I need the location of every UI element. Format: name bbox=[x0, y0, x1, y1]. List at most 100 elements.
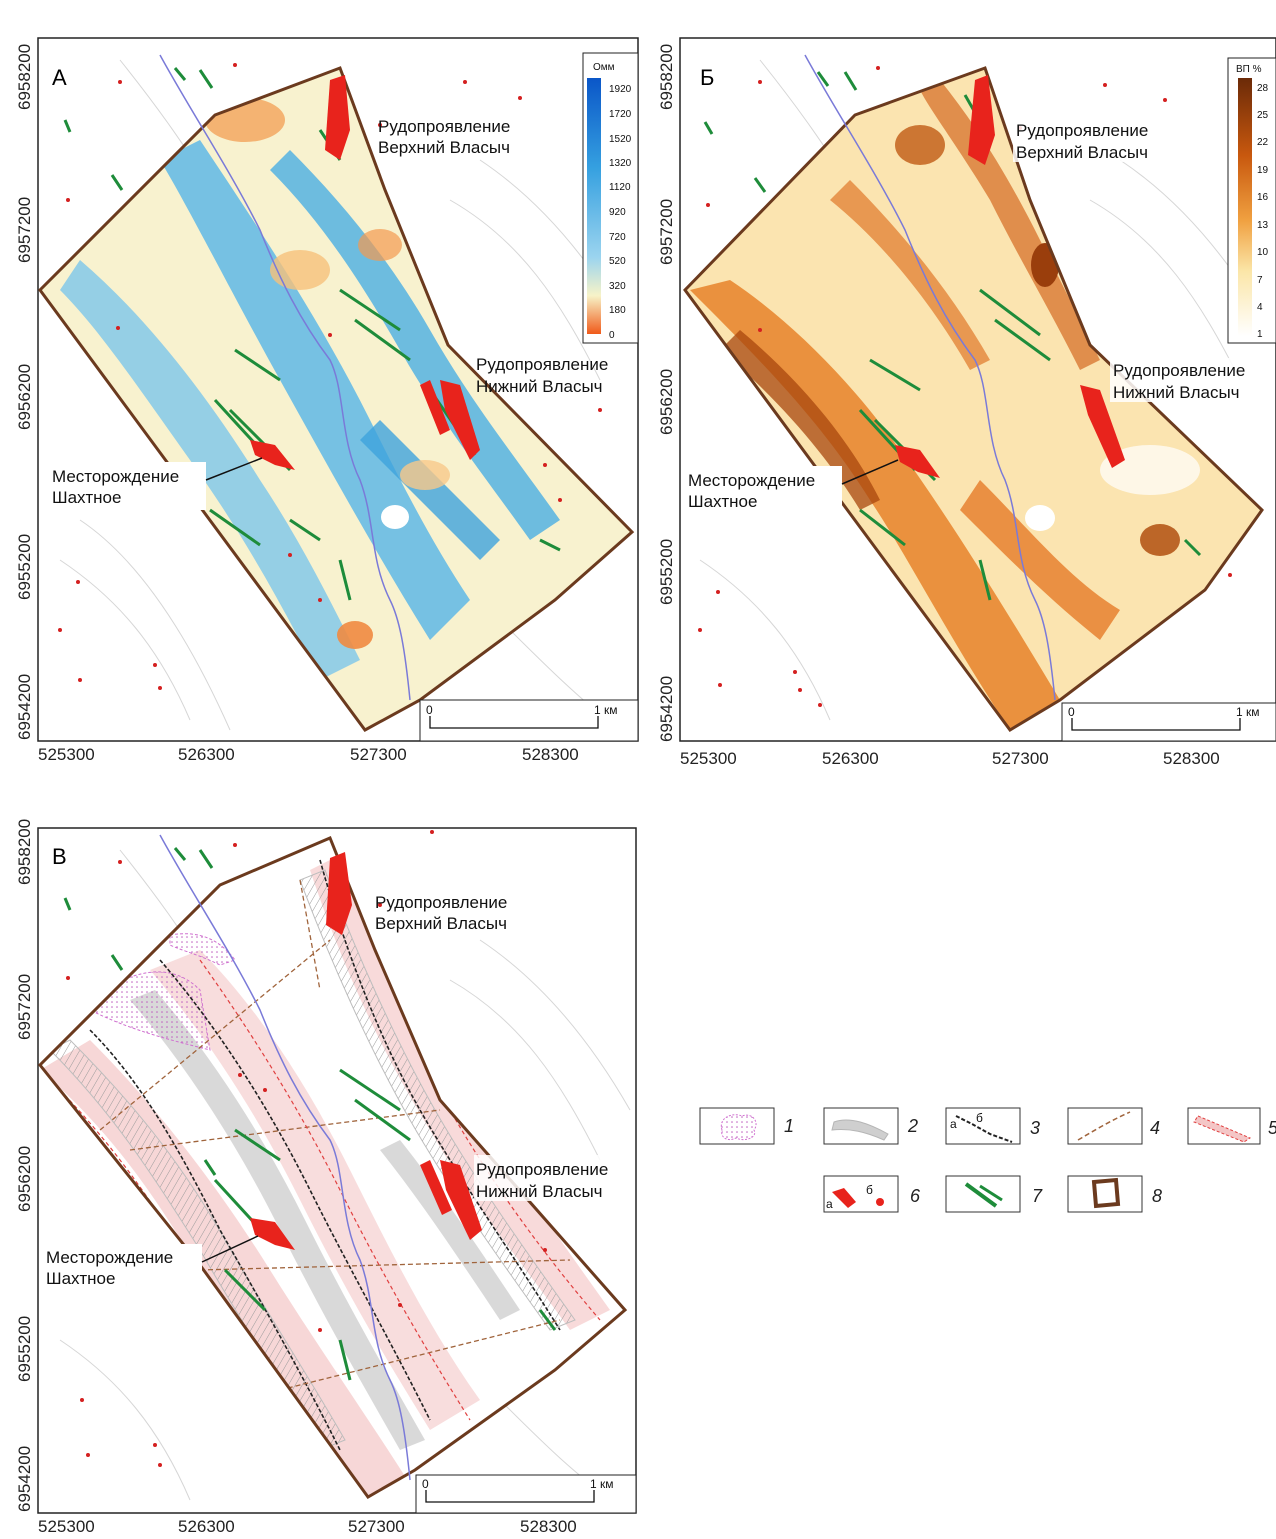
y-tick: 6957200 bbox=[15, 974, 34, 1040]
panel-c-ore-bodies bbox=[250, 852, 482, 1250]
cbar-a-tick: 920 bbox=[609, 207, 626, 218]
label-lower-vlasych-2: Нижний Власыч bbox=[476, 377, 603, 396]
x-tick: 527300 bbox=[992, 749, 1049, 768]
legend-item-6: а б 6 bbox=[823, 1175, 921, 1213]
x-tick: 528300 bbox=[522, 745, 579, 764]
y-tick: 6958200 bbox=[657, 44, 676, 110]
scale-end: 1 км bbox=[1236, 705, 1260, 719]
cbar-a-tick: 1720 bbox=[609, 109, 632, 120]
hatch-zone-icon bbox=[831, 1119, 889, 1141]
panel-a-river bbox=[159, 54, 411, 701]
legend-sub-a: а bbox=[950, 1117, 957, 1131]
legend-number: 6 bbox=[910, 1186, 921, 1206]
label-deposit-2: Шахтное bbox=[688, 492, 757, 511]
cbar-a-tick: 1920 bbox=[609, 84, 632, 95]
cbar-a-tick: 1520 bbox=[609, 134, 632, 145]
panel-c-river bbox=[159, 834, 411, 1481]
cbar-b-tick: 19 bbox=[1257, 165, 1269, 176]
legend: 1 2 а б 3 4 5 bbox=[699, 1107, 1276, 1213]
panel-a-scale-bar: 0 1 км bbox=[419, 699, 639, 742]
scale-zero: 0 bbox=[1068, 705, 1075, 719]
panel-a-colorbar-title: Омм bbox=[593, 62, 615, 73]
legend-item-5: 5 bbox=[1187, 1107, 1276, 1145]
label-upper-vlasych-2: Верхний Власыч bbox=[1016, 143, 1148, 162]
x-tick: 526300 bbox=[822, 749, 879, 768]
legend-sub-a: а bbox=[826, 1197, 833, 1211]
leader-line bbox=[201, 1235, 259, 1263]
y-tick: 6954200 bbox=[15, 1446, 34, 1512]
label-lower-vlasych-2: Нижний Власыч bbox=[1113, 383, 1240, 402]
cbar-b-tick: 4 bbox=[1257, 302, 1263, 313]
label-bg bbox=[1110, 358, 1274, 402]
vein-icon bbox=[979, 1184, 1003, 1202]
legend-item-7: 7 bbox=[945, 1175, 1043, 1213]
label-lower-vlasych-2: Нижний Власыч bbox=[476, 1182, 603, 1201]
label-upper-vlasych-1: Рудопроявление bbox=[378, 117, 510, 136]
scale-zero: 0 bbox=[426, 703, 433, 717]
panel-b-river bbox=[804, 54, 1056, 701]
zone-icon bbox=[720, 1114, 757, 1141]
legend-number: 7 bbox=[1032, 1186, 1043, 1206]
leader-line bbox=[205, 457, 263, 481]
fault-line-icon bbox=[1077, 1111, 1131, 1141]
cbar-b-tick: 1 bbox=[1257, 329, 1263, 340]
x-tick: 526300 bbox=[178, 745, 235, 764]
label-deposit-1: Месторождение bbox=[52, 467, 179, 486]
legend-number: 2 bbox=[907, 1116, 918, 1136]
y-tick: 6958200 bbox=[15, 44, 34, 110]
x-tick: 528300 bbox=[520, 1517, 577, 1536]
panel-c-sample-points bbox=[66, 830, 547, 1467]
y-tick: 6958200 bbox=[15, 819, 34, 885]
label-lower-vlasych-1: Рудопроявление bbox=[1113, 361, 1245, 380]
y-tick: 6955200 bbox=[15, 534, 34, 600]
y-tick: 6954200 bbox=[657, 676, 676, 742]
cbar-a-tick: 720 bbox=[609, 232, 626, 243]
panel-b: ВП % 28 25 22 19 16 13 10 7 4 1 0 1 км Б… bbox=[657, 37, 1276, 768]
panel-a-ore-bodies bbox=[250, 75, 480, 470]
label-deposit-2: Шахтное bbox=[52, 488, 121, 507]
label-lower-vlasych-1: Рудопроявление bbox=[476, 355, 608, 374]
label-deposit-1: Месторождение bbox=[688, 471, 815, 490]
legend-number: 5 bbox=[1268, 1118, 1276, 1138]
label-upper-vlasych-2: Верхний Власыч bbox=[375, 914, 507, 933]
cbar-b-tick: 10 bbox=[1257, 247, 1269, 258]
panel-b-ore-bodies bbox=[895, 75, 1125, 478]
panel-c-scale-bar: 0 1 км bbox=[415, 1474, 637, 1514]
panel-c-survey-boundary bbox=[37, 836, 628, 1499]
x-tick: 525300 bbox=[680, 749, 737, 768]
label-deposit-2: Шахтное bbox=[46, 1269, 115, 1288]
leader-line bbox=[841, 459, 899, 485]
legend-number: 1 bbox=[784, 1116, 794, 1136]
panel-b-scale-bar: 0 1 км bbox=[1061, 702, 1276, 742]
legend-number: 4 bbox=[1150, 1118, 1160, 1138]
cbar-a-tick: 1320 bbox=[609, 158, 632, 169]
label-upper-vlasych-2: Верхний Власыч bbox=[378, 138, 510, 157]
y-tick: 6956200 bbox=[15, 1146, 34, 1212]
legend-sub-b: б bbox=[976, 1111, 983, 1125]
cbar-b-tick: 16 bbox=[1257, 192, 1269, 203]
scale-zero: 0 bbox=[422, 1477, 429, 1491]
cbar-a-tick: 320 bbox=[609, 281, 626, 292]
x-tick: 525300 bbox=[38, 745, 95, 764]
legend-sub-b: б bbox=[866, 1183, 873, 1197]
y-tick: 6955200 bbox=[15, 1316, 34, 1382]
panel-c-veins bbox=[63, 847, 557, 1381]
label-bg bbox=[1013, 118, 1175, 162]
x-tick: 525300 bbox=[38, 1517, 95, 1536]
y-tick: 6957200 bbox=[657, 199, 676, 265]
label-bg bbox=[42, 1244, 202, 1292]
label-deposit-1: Месторождение bbox=[46, 1248, 173, 1267]
panel-a: Омм 1920 1720 1520 1320 1120 920 720 520… bbox=[15, 37, 639, 764]
alteration-zone-icon bbox=[1193, 1115, 1252, 1143]
x-tick: 527300 bbox=[350, 745, 407, 764]
legend-number: 3 bbox=[1030, 1118, 1040, 1138]
vein-icon bbox=[964, 1182, 998, 1208]
cbar-a-tick: 1120 bbox=[609, 182, 631, 193]
legend-item-1: 1 bbox=[699, 1107, 794, 1145]
panel-b-colorbar-title: ВП % bbox=[1236, 64, 1262, 75]
label-bg bbox=[48, 462, 206, 510]
panel-b-letter: Б bbox=[700, 65, 714, 90]
y-tick: 6957200 bbox=[15, 197, 34, 263]
label-upper-vlasych-1: Рудопроявление bbox=[375, 893, 507, 912]
